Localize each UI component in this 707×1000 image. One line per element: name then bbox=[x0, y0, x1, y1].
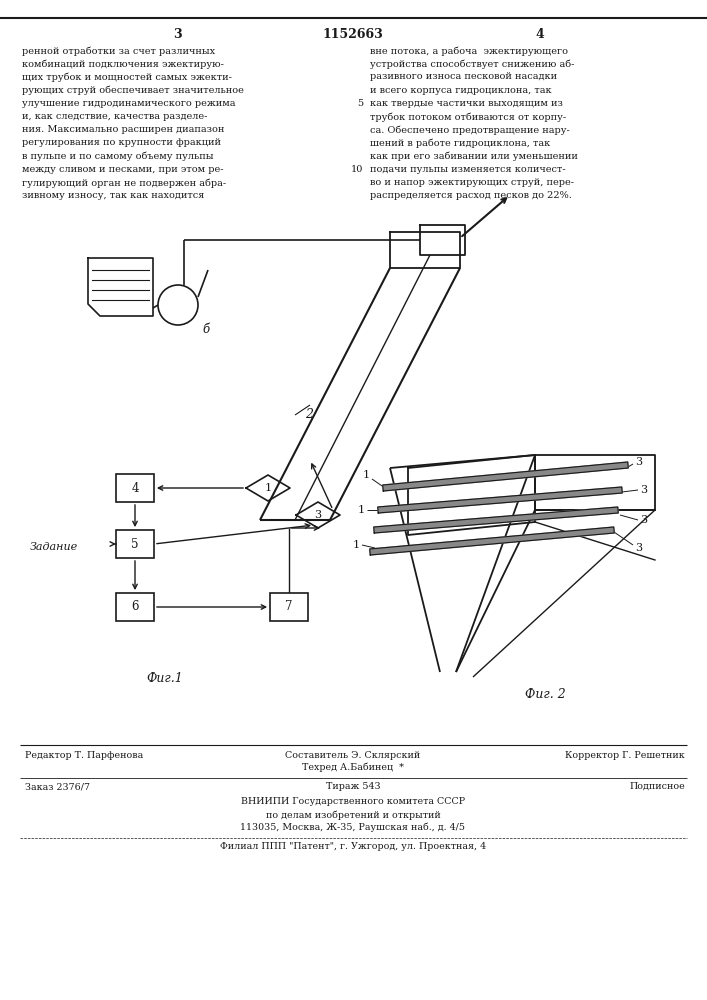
Text: и, как следствие, качества разделе-: и, как следствие, качества разделе- bbox=[22, 112, 207, 121]
Bar bbox=[270, 593, 308, 621]
Text: между сливом и песками, при этом ре-: между сливом и песками, при этом ре- bbox=[22, 165, 223, 174]
Text: Подписное: Подписное bbox=[629, 782, 685, 791]
Bar bbox=[116, 530, 154, 558]
Polygon shape bbox=[378, 487, 622, 513]
Text: шений в работе гидроциклона, так: шений в работе гидроциклона, так bbox=[370, 138, 550, 148]
Text: 3: 3 bbox=[635, 457, 642, 467]
Text: 5: 5 bbox=[357, 99, 363, 108]
Text: зивному износу, так как находится: зивному износу, так как находится bbox=[22, 191, 204, 200]
Bar bbox=[116, 593, 154, 621]
Text: по делам изобретений и открытий: по делам изобретений и открытий bbox=[266, 810, 440, 820]
Text: 3: 3 bbox=[635, 543, 642, 553]
Text: разивного износа песковой насадки: разивного износа песковой насадки bbox=[370, 72, 557, 81]
Text: Фиг. 2: Фиг. 2 bbox=[525, 688, 566, 701]
Text: Составитель Э. Склярский: Составитель Э. Склярский bbox=[286, 751, 421, 760]
Text: 3: 3 bbox=[315, 510, 322, 520]
Text: рующих струй обеспечивает значительное: рующих струй обеспечивает значительное bbox=[22, 86, 244, 95]
Text: 4: 4 bbox=[132, 482, 139, 494]
Text: распределяется расход песков до 22%.: распределяется расход песков до 22%. bbox=[370, 191, 572, 200]
Text: во и напор эжектирующих струй, пере-: во и напор эжектирующих струй, пере- bbox=[370, 178, 574, 187]
Circle shape bbox=[158, 285, 198, 325]
Text: гулирующий орган не подвержен абра-: гулирующий орган не подвержен абра- bbox=[22, 178, 226, 188]
Text: Редактор Т. Парфенова: Редактор Т. Парфенова bbox=[25, 751, 144, 760]
Text: и всего корпуса гидроциклона, так: и всего корпуса гидроциклона, так bbox=[370, 86, 551, 95]
Text: 1152663: 1152663 bbox=[322, 28, 383, 41]
Text: Филиал ППП "Патент", г. Ужгород, ул. Проектная, 4: Филиал ППП "Патент", г. Ужгород, ул. Про… bbox=[220, 842, 486, 851]
Text: устройства способствует снижению аб-: устройства способствует снижению аб- bbox=[370, 59, 574, 69]
Polygon shape bbox=[382, 462, 629, 491]
Text: 2: 2 bbox=[305, 408, 313, 422]
Text: подачи пульпы изменяется количест-: подачи пульпы изменяется количест- bbox=[370, 165, 566, 174]
Text: как твердые частички выходящим из: как твердые частички выходящим из bbox=[370, 99, 563, 108]
Polygon shape bbox=[374, 507, 618, 533]
Text: 3: 3 bbox=[640, 515, 647, 525]
Text: ВНИИПИ Государственного комитета СССР: ВНИИПИ Государственного комитета СССР bbox=[241, 797, 465, 806]
Text: улучшение гидродинамического режима: улучшение гидродинамического режима bbox=[22, 99, 235, 108]
Text: Заказ 2376/7: Заказ 2376/7 bbox=[25, 782, 90, 791]
Text: Корректор Г. Решетник: Корректор Г. Решетник bbox=[566, 751, 685, 760]
Text: 3: 3 bbox=[640, 485, 647, 495]
Text: 4: 4 bbox=[536, 28, 544, 41]
Text: ния. Максимально расширен диапазон: ния. Максимально расширен диапазон bbox=[22, 125, 224, 134]
Text: комбинаций подключения эжектирую-: комбинаций подключения эжектирую- bbox=[22, 59, 224, 69]
Text: 1: 1 bbox=[264, 483, 271, 493]
Text: 3: 3 bbox=[173, 28, 181, 41]
Text: 1: 1 bbox=[358, 505, 365, 515]
Text: в пульпе и по самому объему пульпы: в пульпе и по самому объему пульпы bbox=[22, 152, 214, 161]
Text: 1: 1 bbox=[363, 470, 370, 480]
Polygon shape bbox=[370, 527, 614, 555]
Text: как при его забивании или уменьшении: как при его забивании или уменьшении bbox=[370, 152, 578, 161]
Text: Фиг.1: Фиг.1 bbox=[146, 672, 183, 685]
Text: 7: 7 bbox=[285, 600, 293, 613]
Text: щих трубок и мощностей самых эжекти-: щих трубок и мощностей самых эжекти- bbox=[22, 72, 232, 82]
Bar bbox=[116, 474, 154, 502]
Text: 6: 6 bbox=[132, 600, 139, 613]
Text: регулирования по крупности фракций: регулирования по крупности фракций bbox=[22, 138, 221, 147]
Text: Задание: Задание bbox=[30, 542, 78, 552]
Text: б: б bbox=[202, 323, 209, 336]
Text: 1: 1 bbox=[353, 540, 360, 550]
Text: 113035, Москва, Ж-35, Раушская наб., д. 4/5: 113035, Москва, Ж-35, Раушская наб., д. … bbox=[240, 823, 465, 832]
Text: Техред А.Бабинец  *: Техред А.Бабинец * bbox=[302, 763, 404, 772]
Text: трубок потоком отбиваются от корпу-: трубок потоком отбиваются от корпу- bbox=[370, 112, 566, 121]
Text: 10: 10 bbox=[351, 165, 363, 174]
Text: са. Обеспечено предотвращение нару-: са. Обеспечено предотвращение нару- bbox=[370, 125, 570, 135]
Text: 5: 5 bbox=[132, 538, 139, 550]
Text: вне потока, а рабочa  эжектирующего: вне потока, а рабочa эжектирующего bbox=[370, 46, 568, 55]
Text: ренной отработки за счет различных: ренной отработки за счет различных bbox=[22, 46, 215, 55]
Text: Тираж 543: Тираж 543 bbox=[326, 782, 380, 791]
